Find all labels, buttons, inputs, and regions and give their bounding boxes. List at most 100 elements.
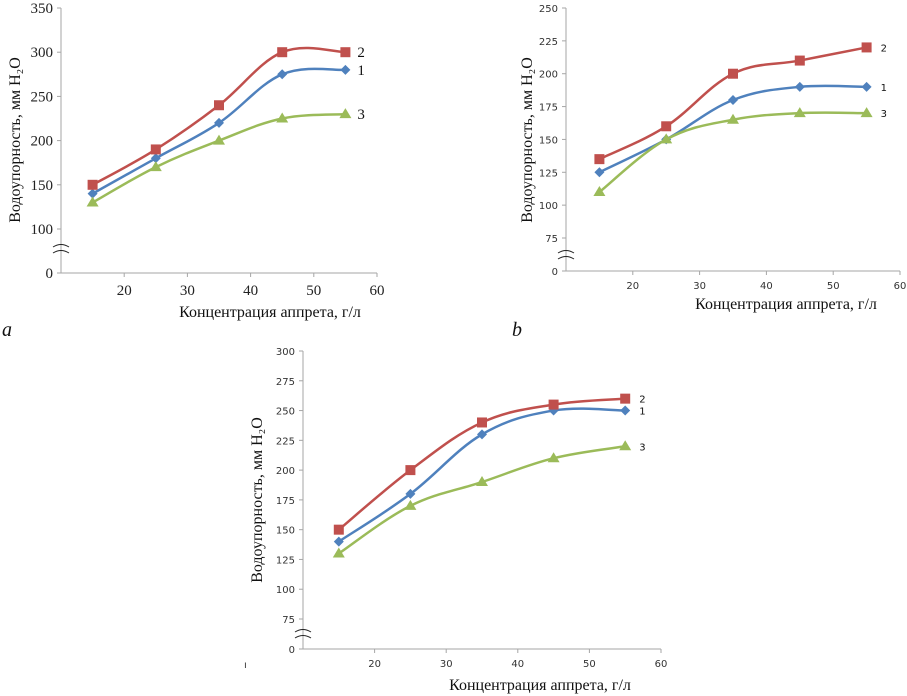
series-label: 2: [881, 43, 887, 54]
diamond-marker: [333, 536, 344, 547]
y-tick-label: 0: [289, 645, 295, 656]
axis-break-mark: [557, 250, 575, 254]
triangle-marker: [86, 196, 99, 207]
y-axis-title: Водоупорность, мм H₂O: [519, 57, 536, 223]
axis-break-mark: [294, 629, 312, 633]
square-marker: [548, 399, 559, 410]
triangle-marker: [213, 134, 225, 145]
x-axis-title: Концентрация аппрета, г/л: [179, 304, 361, 321]
x-axis-title: Концентрация аппрета, г/л: [449, 677, 631, 694]
y-tick-label: 100: [276, 585, 295, 596]
x-tick-label: 20: [626, 281, 639, 292]
x-axis-title: Концентрация аппрета, г/л: [695, 296, 877, 313]
y-tick-label: 200: [539, 70, 558, 81]
triangle-marker: [339, 108, 352, 119]
square-marker: [620, 393, 631, 404]
square-marker: [150, 144, 161, 155]
y-tick-label: 0: [46, 266, 54, 282]
triangle-marker: [860, 107, 873, 118]
x-tick-label: 60: [370, 283, 385, 299]
series-1: 1: [87, 63, 365, 199]
diamond-marker: [405, 488, 416, 499]
square-marker: [728, 68, 738, 79]
series-2: 2: [333, 393, 646, 535]
triangle-marker: [727, 113, 739, 124]
triangle-marker: [619, 440, 632, 451]
axis-break-mark: [294, 635, 312, 639]
triangle-marker: [476, 476, 488, 487]
series-label: 1: [881, 83, 887, 94]
series-1: 1: [594, 81, 887, 178]
x-tick-label: 50: [827, 281, 840, 292]
diamond-marker: [594, 167, 605, 178]
y-tick-label: 75: [282, 615, 295, 626]
square-marker: [594, 154, 605, 165]
series-label: 2: [639, 395, 645, 406]
y-tick-label: 75: [545, 234, 558, 245]
triangle-marker: [793, 107, 806, 118]
series-line: [338, 445, 626, 555]
y-axis-title: Водоупорность, мм H₂O: [7, 57, 24, 223]
square-marker: [277, 47, 288, 58]
diamond-marker: [728, 95, 738, 105]
y-tick-label: 150: [276, 526, 295, 537]
series-2: 2: [87, 45, 365, 190]
square-marker: [861, 42, 872, 53]
square-marker: [794, 55, 805, 66]
x-tick-label: 30: [180, 283, 195, 299]
y-tick-label: 100: [539, 201, 558, 212]
diamond-marker: [477, 429, 487, 440]
chart-a: 0 100 150 200 250 300 350 20 30 40 50 60 Концентраци…: [7, 1, 385, 321]
y-tick-label: 150: [31, 178, 54, 194]
panel-label-b: b: [512, 319, 522, 341]
triangle-marker: [660, 133, 673, 144]
x-tick-label: 20: [117, 283, 132, 299]
y-axis-title: Водоупорность, мм H₂O: [249, 417, 266, 583]
x-tick-label: 40: [511, 659, 524, 670]
series-3: 3: [332, 440, 646, 558]
triangle-marker: [547, 452, 560, 463]
chart-c: 0 75 100 125 150 175 200 225 250 275 300 20 30 40 50 60…: [249, 347, 667, 694]
x-tick-label: 20: [368, 659, 381, 670]
triangle-marker: [593, 186, 606, 196]
y-tick-label: 250: [539, 4, 558, 15]
series-line: [338, 407, 626, 543]
square-marker: [87, 179, 98, 190]
chart-b: 0 75 100 125 150 175 200 225 250 20 30 40 50 60 Концен…: [519, 4, 906, 313]
square-marker: [340, 47, 351, 58]
y-tick-label: 225: [276, 436, 295, 447]
y-tick-label: 300: [276, 347, 295, 358]
x-tick-label: 50: [583, 659, 596, 670]
diamond-marker: [620, 405, 631, 416]
x-tick-label: 30: [440, 659, 453, 670]
series-2: 2: [594, 42, 887, 165]
y-tick-label: 175: [276, 496, 295, 507]
series-label: 3: [639, 442, 645, 453]
series-line: [91, 67, 346, 195]
y-tick-label: 225: [539, 37, 558, 48]
panel-label-a: a: [2, 319, 12, 341]
series-label: 1: [357, 63, 365, 79]
series-label: 3: [357, 107, 365, 123]
diamond-marker: [861, 81, 872, 92]
y-tick-label: 300: [31, 45, 54, 61]
x-tick-label: 40: [760, 281, 773, 292]
series-label: 3: [881, 109, 887, 120]
x-tick-label: 60: [655, 659, 668, 670]
diamond-marker: [277, 69, 288, 80]
y-tick-label: 250: [31, 89, 54, 105]
diamond-marker: [150, 153, 161, 164]
axis-break-mark: [52, 244, 70, 248]
y-tick-label: 175: [539, 103, 558, 114]
axis-break-mark: [557, 256, 575, 260]
triangle-marker: [149, 161, 162, 172]
triangle-marker: [332, 547, 345, 558]
triangle-marker: [276, 112, 289, 123]
y-tick-label: 350: [31, 1, 54, 17]
square-marker: [477, 417, 487, 428]
series-3: 3: [593, 107, 887, 196]
x-tick-label: 30: [693, 281, 706, 292]
y-tick-label: 0: [552, 267, 558, 278]
y-tick-label: 250: [276, 407, 295, 418]
